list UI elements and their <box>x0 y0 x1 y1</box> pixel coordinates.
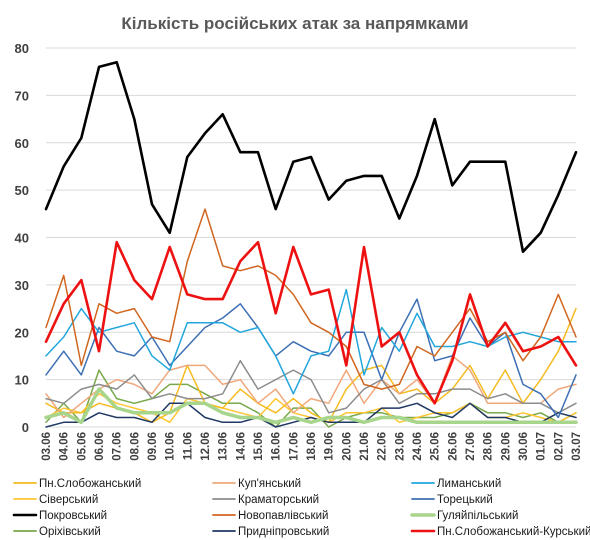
x-tick-label: 19.06 <box>324 432 336 461</box>
x-tick-label: 11.06 <box>182 432 194 460</box>
x-tick-label: 04.06 <box>59 432 71 461</box>
y-tick-label: 50 <box>15 183 29 198</box>
y-tick-label: 0 <box>22 420 29 435</box>
x-tick-label: 27.06 <box>465 432 477 461</box>
legend-label: Оріхівський <box>39 526 101 538</box>
y-tick-label: 80 <box>15 41 29 56</box>
series-line-7 <box>45 208 577 390</box>
y-tick-label: 70 <box>15 88 29 103</box>
x-tick-label: 15.06 <box>253 432 265 461</box>
series-line-9 <box>45 369 577 428</box>
x-tick-label: 26.06 <box>447 432 459 461</box>
series-line-10 <box>45 402 577 428</box>
x-tick-label: 30.06 <box>518 432 530 461</box>
x-tick-label: 06.06 <box>94 432 106 461</box>
x-tick-label: 25.06 <box>430 432 442 461</box>
legend-label: Пн.Слобожанський-Курський <box>437 526 590 538</box>
legend-label: Лиманський <box>437 478 501 490</box>
series-line-11 <box>44 240 578 405</box>
series-line-6 <box>44 60 578 253</box>
x-tick-label: 14.06 <box>235 432 247 461</box>
chart-title: Кількість російських атак за напрямками <box>121 14 468 33</box>
x-tick-label: 16.06 <box>271 432 283 461</box>
x-tick-label: 02.07 <box>553 432 565 461</box>
legend-label: Пн.Слобожанський <box>39 478 141 490</box>
series-line-1 <box>45 355 577 419</box>
y-axis-ticks: 0 10 20 30 40 50 60 70 80 <box>15 41 29 435</box>
legend-label: Гуляйпільський <box>437 510 518 522</box>
x-tick-label: 10.06 <box>165 432 177 461</box>
y-tick-label: 20 <box>15 325 29 340</box>
x-tick-label: 28.06 <box>483 432 495 461</box>
legend-label: Покровський <box>39 510 107 522</box>
y-tick-label: 30 <box>15 278 29 293</box>
series-line-2 <box>45 288 577 395</box>
x-tick-label: 07.06 <box>112 432 124 461</box>
x-tick-label: 12.06 <box>200 432 212 461</box>
x-tick-label: 23.06 <box>394 432 406 461</box>
x-tick-label: 17.06 <box>288 432 300 461</box>
x-tick-label: 29.06 <box>500 432 512 461</box>
x-tick-label: 01.07 <box>536 432 548 461</box>
x-tick-label: 03.07 <box>571 432 583 461</box>
x-tick-label: 24.06 <box>412 432 424 461</box>
legend-label: Торецький <box>437 494 493 506</box>
y-tick-label: 60 <box>15 136 29 151</box>
x-tick-label: 09.06 <box>147 432 159 461</box>
series-line-4 <box>45 359 577 414</box>
x-tick-label: 22.06 <box>377 432 389 461</box>
legend-label: Краматорський <box>238 494 319 506</box>
x-tick-label: 08.06 <box>129 432 141 461</box>
x-tick-label: 13.06 <box>218 432 230 461</box>
y-tick-label: 10 <box>15 373 29 388</box>
x-axis-ticks: 03.06 04.06 05.06 06.06 07.06 08.06 09.06 10.06… <box>41 432 583 461</box>
series-line-5 <box>45 298 577 419</box>
x-tick-label: 05.06 <box>76 432 88 461</box>
x-tick-label: 21.06 <box>359 432 371 461</box>
x-tick-label: 03.06 <box>41 432 53 461</box>
series-line-8 <box>44 387 578 425</box>
x-tick-label: 18.06 <box>306 432 318 461</box>
legend-label: Новопавлівський <box>238 510 328 522</box>
legend-label: Придніпровський <box>238 526 329 538</box>
legend-label: Сіверський <box>39 494 98 506</box>
legend: Пн.Слобожанський Куп'янський Лиманський Сів… <box>12 478 590 538</box>
grid <box>46 47 576 428</box>
series-lines <box>44 60 578 428</box>
y-tick-label: 40 <box>15 231 29 246</box>
legend-label: Куп'янський <box>238 478 301 490</box>
x-tick-label: 20.06 <box>341 432 353 461</box>
